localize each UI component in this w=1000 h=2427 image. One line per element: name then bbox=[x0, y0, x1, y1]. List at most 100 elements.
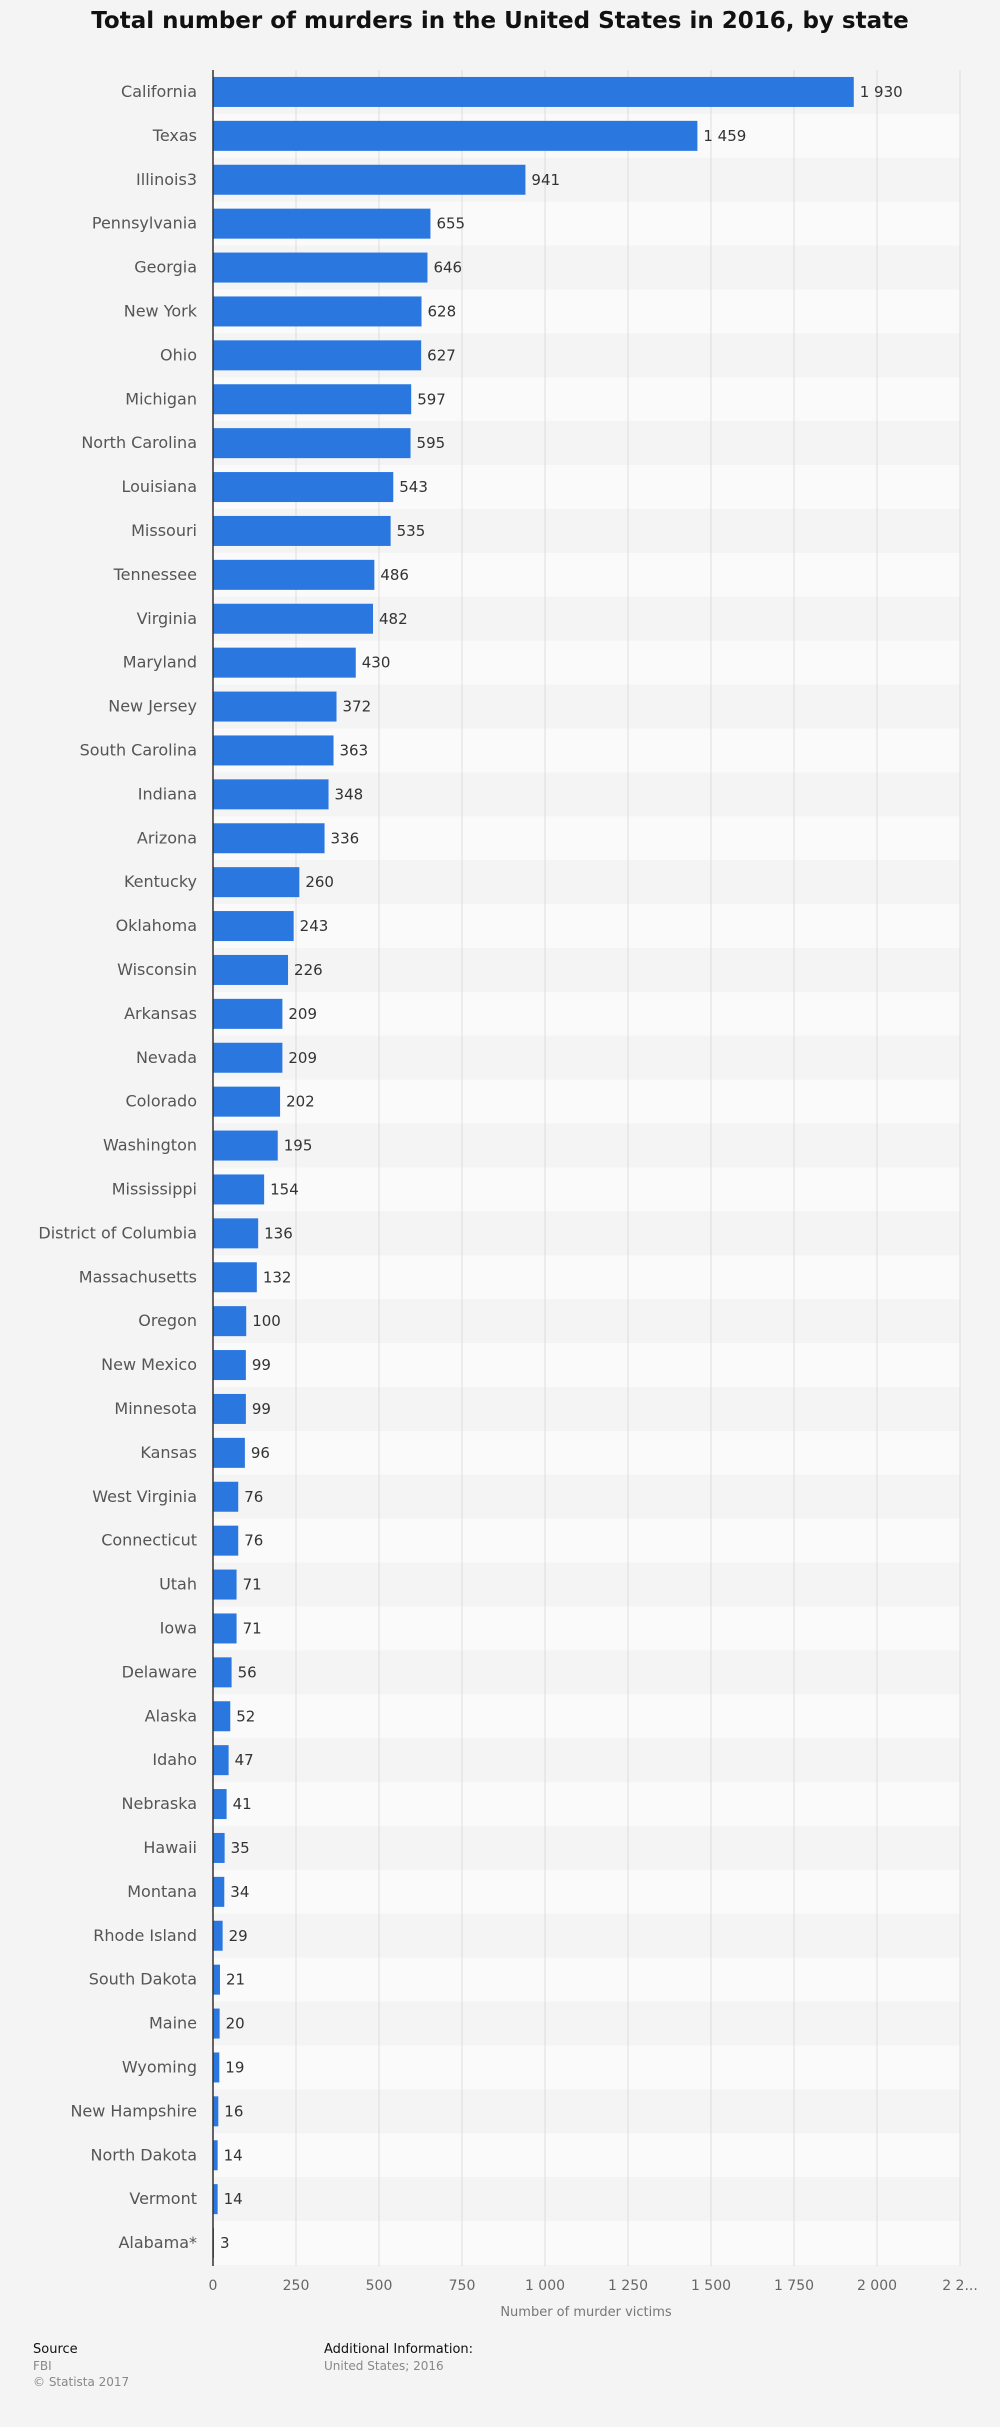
bar bbox=[213, 1525, 239, 1556]
category-label: Massachusetts bbox=[79, 1267, 197, 1286]
bar bbox=[213, 1393, 246, 1424]
bar bbox=[213, 2184, 218, 2215]
value-label: 226 bbox=[294, 961, 323, 979]
category-label: North Carolina bbox=[81, 433, 197, 452]
x-tick-label: 2 2... bbox=[942, 2278, 978, 2294]
value-label: 627 bbox=[427, 346, 456, 364]
source-name: FBI bbox=[33, 2359, 52, 2373]
category-label: Michigan bbox=[125, 389, 197, 408]
category-label: Arizona bbox=[137, 828, 197, 847]
bar bbox=[213, 1701, 231, 1732]
row-band bbox=[213, 1782, 960, 1826]
bar bbox=[213, 515, 391, 546]
category-label: West Virginia bbox=[92, 1487, 197, 1506]
row-band bbox=[213, 1343, 960, 1387]
category-label: New Jersey bbox=[108, 697, 197, 716]
value-label: 597 bbox=[417, 390, 446, 408]
category-label: Kansas bbox=[140, 1443, 197, 1462]
bar bbox=[213, 1569, 237, 1600]
row-band bbox=[213, 1562, 960, 1607]
row-band bbox=[213, 1035, 960, 1080]
value-label: 34 bbox=[230, 1883, 249, 1901]
category-labels: California Texas Illinois3 Pennsylvania Geor… bbox=[38, 82, 197, 2252]
value-label: 348 bbox=[335, 785, 364, 803]
category-label: Pennsylvania bbox=[92, 214, 197, 233]
value-label: 52 bbox=[236, 1707, 255, 1725]
category-label: New Mexico bbox=[101, 1355, 197, 1374]
bar bbox=[213, 1613, 237, 1644]
category-label: Louisiana bbox=[121, 477, 197, 496]
bar bbox=[213, 603, 374, 634]
category-label: Illinois3 bbox=[136, 170, 197, 189]
value-label: 20 bbox=[226, 2015, 245, 2033]
row-band bbox=[213, 1255, 960, 1300]
value-label: 1 459 bbox=[703, 127, 746, 145]
value-label: 76 bbox=[244, 1488, 263, 1506]
value-label: 655 bbox=[436, 215, 465, 233]
value-label: 195 bbox=[284, 1137, 313, 1155]
row-band bbox=[213, 1079, 960, 1124]
category-label: Virginia bbox=[137, 609, 197, 628]
value-label: 132 bbox=[263, 1268, 292, 1286]
row-band bbox=[213, 1957, 960, 2002]
value-label: 628 bbox=[427, 302, 456, 320]
x-tick-label: 500 bbox=[366, 2278, 393, 2294]
bar bbox=[213, 1920, 223, 1951]
value-label: 486 bbox=[380, 566, 409, 584]
value-label: 14 bbox=[224, 2146, 243, 2164]
value-label: 29 bbox=[229, 1927, 248, 1945]
bar bbox=[213, 296, 422, 327]
copyright: © Statista 2017 bbox=[33, 2375, 130, 2389]
bar bbox=[213, 998, 283, 1029]
x-tick-label: 250 bbox=[283, 2278, 310, 2294]
footer-additional-info: Additional Information: United States; 2… bbox=[324, 2342, 473, 2374]
value-label: 3 bbox=[220, 2234, 230, 2252]
row-band bbox=[213, 2001, 960, 2046]
value-label: 14 bbox=[224, 2190, 243, 2208]
row-band bbox=[213, 2221, 960, 2265]
bar bbox=[213, 76, 854, 107]
bar bbox=[213, 384, 412, 415]
row-band bbox=[213, 816, 960, 861]
row-band bbox=[213, 1387, 960, 1431]
value-label: 136 bbox=[264, 1224, 293, 1242]
bar bbox=[213, 340, 422, 371]
bar bbox=[213, 911, 294, 942]
row-band bbox=[213, 1694, 960, 1739]
category-label: South Carolina bbox=[80, 740, 197, 759]
category-label: Rhode Island bbox=[93, 1926, 197, 1945]
category-label: Alabama* bbox=[118, 2233, 197, 2252]
category-label: Indiana bbox=[138, 784, 197, 803]
bar bbox=[213, 2140, 218, 2171]
value-label: 336 bbox=[331, 829, 360, 847]
source-heading: Source bbox=[33, 2342, 78, 2357]
bar bbox=[213, 208, 431, 239]
value-label: 71 bbox=[243, 1576, 262, 1594]
row-band bbox=[213, 1299, 960, 1344]
bar bbox=[213, 2096, 219, 2127]
row-band bbox=[213, 1869, 960, 1914]
x-tick-labels: 0 250 500 750 1 000 1 250 1 500 1 750 2 000 2 2..… bbox=[209, 2278, 978, 2294]
row-band bbox=[213, 991, 960, 1036]
row-band bbox=[213, 904, 960, 948]
bar bbox=[213, 1481, 239, 1512]
category-label: North Dakota bbox=[90, 2145, 197, 2164]
row-band bbox=[213, 2133, 960, 2178]
row-band bbox=[213, 1826, 960, 1870]
x-tick-label: 1 250 bbox=[608, 2278, 648, 2294]
bar bbox=[213, 1437, 245, 1468]
category-label: Tennessee bbox=[113, 565, 197, 584]
bar bbox=[213, 779, 329, 810]
row-band bbox=[213, 1211, 960, 1256]
category-label: New Hampshire bbox=[70, 2101, 197, 2120]
x-tick-label: 2 000 bbox=[857, 2278, 897, 2294]
bars bbox=[213, 76, 854, 2259]
category-label: Utah bbox=[159, 1575, 197, 1594]
bar bbox=[213, 1789, 227, 1820]
category-label: District of Columbia bbox=[38, 1223, 197, 1242]
category-label: Wisconsin bbox=[117, 960, 197, 979]
row-band bbox=[213, 1606, 960, 1651]
bar bbox=[213, 2052, 220, 2083]
category-label: Mississippi bbox=[112, 1179, 197, 1198]
chart-title: Total number of murders in the United St… bbox=[91, 8, 909, 34]
